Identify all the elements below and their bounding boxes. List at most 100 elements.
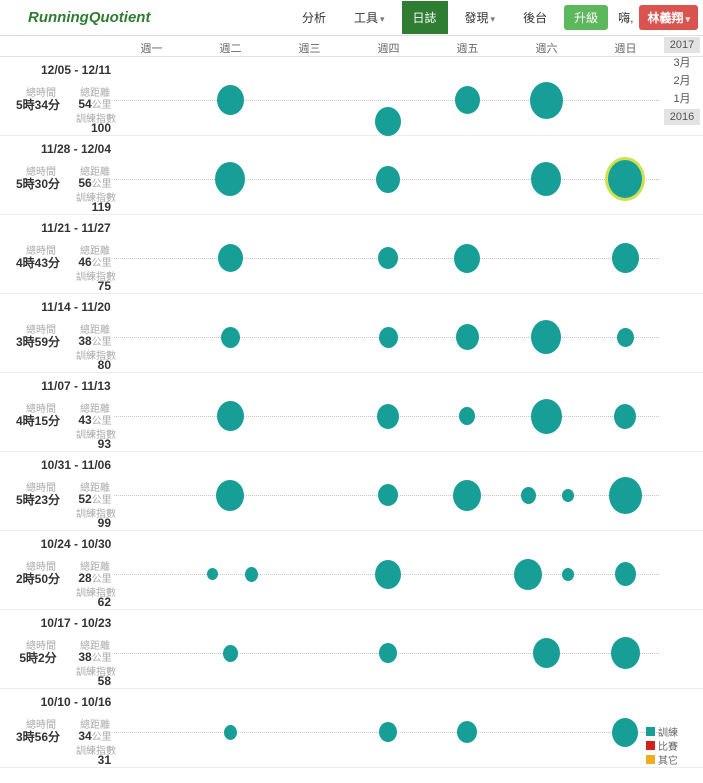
week-date-range: 12/05 - 12/11 — [40, 63, 112, 77]
week-summary: 10/17 - 10/23 總時間 總距離 5時2分 38公里 訓練指數 58 — [0, 610, 118, 688]
legend-item: 其它 — [646, 752, 678, 767]
nav-item-analysis[interactable]: 分析 — [301, 11, 326, 25]
workout-bubble[interactable] — [453, 479, 481, 511]
total-time-label: 總時間 — [26, 720, 56, 731]
workout-bubble[interactable] — [376, 165, 400, 193]
workout-bubble[interactable] — [216, 401, 244, 431]
week-summary: 11/21 - 11/27 總時間 總距離 4時43分 46公里 訓練指數 75 — [0, 215, 118, 293]
total-distance-value: 46公里 — [78, 255, 112, 269]
chevron-down-icon: ▾ — [490, 14, 496, 24]
nav-item-tools[interactable]: 工具 ▾ — [353, 11, 385, 25]
workout-bubble[interactable] — [608, 160, 642, 198]
workout-bubble[interactable] — [216, 479, 244, 511]
workout-bubble[interactable] — [457, 721, 477, 743]
workout-bubble[interactable] — [532, 638, 560, 668]
week-row: 11/28 - 12/04 總時間 總距離 5時30分 56公里 訓練指數 119 — [0, 136, 703, 215]
week-summary: 12/05 - 12/11 總時間 總距離 5時34分 54公里 訓練指數 100 — [0, 57, 118, 135]
user-menu-button[interactable]: 林義翔 ▾ — [639, 5, 698, 30]
workout-bubble[interactable] — [562, 488, 574, 502]
training-index-label: 訓練指數 — [76, 193, 116, 204]
training-index-value: 99 — [97, 516, 111, 530]
total-time-label: 總時間 — [26, 246, 56, 257]
workout-bubble[interactable] — [454, 243, 480, 273]
workout-bubble[interactable] — [530, 398, 562, 434]
week-bubble-chart — [112, 531, 703, 609]
training-index-value: 58 — [97, 674, 111, 688]
workout-bubble[interactable] — [217, 244, 243, 272]
week-summary: 10/10 - 10/16 總時間 總距離 3時56分 34公里 訓練指數 31 — [0, 689, 118, 767]
total-distance-label: 總距離 — [80, 562, 110, 573]
workout-bubble[interactable] — [455, 324, 479, 350]
distance-unit-label: 公里 — [91, 653, 112, 664]
total-time-value: 3時59分 — [15, 335, 61, 349]
workout-bubble[interactable] — [215, 162, 245, 196]
workout-bubble[interactable] — [378, 326, 398, 348]
distance-unit-label: 公里 — [91, 179, 112, 190]
app-logo[interactable]: RunningQuotient — [28, 9, 151, 26]
sidebar-year-2016[interactable]: 2016 — [664, 109, 700, 125]
chevron-down-icon: ▾ — [685, 14, 690, 24]
nav-item-discover[interactable]: 發現 ▾ — [464, 11, 496, 25]
legend-item: 比賽 — [646, 738, 678, 753]
workout-bubble[interactable] — [611, 243, 639, 273]
workout-bubble[interactable] — [610, 637, 640, 669]
workout-bubble[interactable] — [379, 722, 397, 742]
workout-bubble[interactable] — [377, 403, 399, 429]
week-date-range: 11/28 - 12/04 — [40, 142, 112, 156]
workout-bubble[interactable] — [459, 407, 475, 425]
total-distance-value: 38公里 — [78, 334, 112, 348]
workout-bubble[interactable] — [614, 403, 636, 429]
workout-bubble[interactable] — [520, 486, 536, 504]
year-month-sidebar: 2017 3月 2月 1月 2016 — [664, 37, 700, 127]
workout-bubble[interactable] — [529, 81, 563, 119]
workout-bubble[interactable] — [223, 724, 237, 740]
upgrade-button[interactable]: 升級 — [564, 5, 609, 30]
workout-bubble[interactable] — [216, 85, 244, 115]
training-index-value: 100 — [90, 121, 111, 135]
workout-bubble[interactable] — [514, 558, 542, 590]
week-summary: 11/07 - 11/13 總時間 總距離 4時15分 43公里 訓練指數 93 — [0, 373, 118, 451]
total-time-value: 4時15分 — [15, 414, 61, 428]
workout-bubble[interactable] — [614, 562, 636, 586]
training-index-label: 訓練指數 — [76, 746, 116, 757]
distance-unit-label: 公里 — [91, 337, 112, 348]
workout-bubble[interactable] — [220, 326, 240, 348]
nav-item-log[interactable]: 日誌 — [401, 1, 448, 34]
week-row: 10/17 - 10/23 總時間 總距離 5時2分 38公里 訓練指數 58 — [0, 610, 703, 689]
workout-bubble[interactable] — [379, 643, 397, 663]
workout-bubble[interactable] — [531, 320, 561, 354]
workout-bubble[interactable] — [612, 717, 638, 747]
week-row: 11/21 - 11/27 總時間 總距離 4時43分 46公里 訓練指數 75 — [0, 215, 703, 294]
distance-unit-label: 公里 — [91, 100, 112, 111]
workout-bubble[interactable] — [375, 559, 401, 589]
workout-bubble[interactable] — [531, 162, 561, 196]
total-distance-value: 54公里 — [78, 97, 112, 111]
total-time-value: 5時30分 — [15, 177, 61, 191]
total-distance-label: 總距離 — [80, 483, 110, 494]
workout-bubble[interactable] — [222, 644, 238, 662]
workout-bubble[interactable] — [206, 568, 218, 580]
total-distance-value: 34公里 — [78, 729, 112, 743]
workout-bubble[interactable] — [608, 476, 642, 514]
workout-bubble[interactable] — [378, 247, 398, 269]
sidebar-month-2月[interactable]: 2月 — [673, 75, 691, 87]
workout-bubble[interactable] — [375, 106, 401, 136]
workout-bubble[interactable] — [616, 327, 634, 347]
training-index-label: 訓練指數 — [76, 430, 116, 441]
nav-item-backstage[interactable]: 後台 — [523, 11, 548, 25]
workout-bubble[interactable] — [454, 86, 480, 114]
total-time-label: 總時間 — [26, 562, 56, 573]
week-row: 10/24 - 10/30 總時間 總距離 2時50分 28公里 訓練指數 62 — [0, 531, 703, 610]
weeks-container: 12/05 - 12/11 總時間 總距離 5時34分 54公里 訓練指數 100 11/28… — [0, 57, 703, 768]
sidebar-month-3月[interactable]: 3月 — [673, 57, 691, 69]
total-distance-value: 28公里 — [78, 571, 112, 585]
week-row: 12/05 - 12/11 總時間 總距離 5時34分 54公里 訓練指數 100 — [0, 57, 703, 136]
workout-bubble[interactable] — [562, 567, 574, 581]
sidebar-year-2017[interactable]: 2017 — [664, 37, 700, 53]
workout-bubble[interactable] — [378, 484, 398, 506]
sidebar-month-1月[interactable]: 1月 — [673, 93, 691, 105]
week-date-range: 10/31 - 11/06 — [40, 458, 112, 472]
week-date-range: 11/14 - 11/20 — [41, 300, 111, 314]
legend-swatch-icon — [646, 754, 655, 764]
workout-bubble[interactable] — [244, 566, 258, 582]
